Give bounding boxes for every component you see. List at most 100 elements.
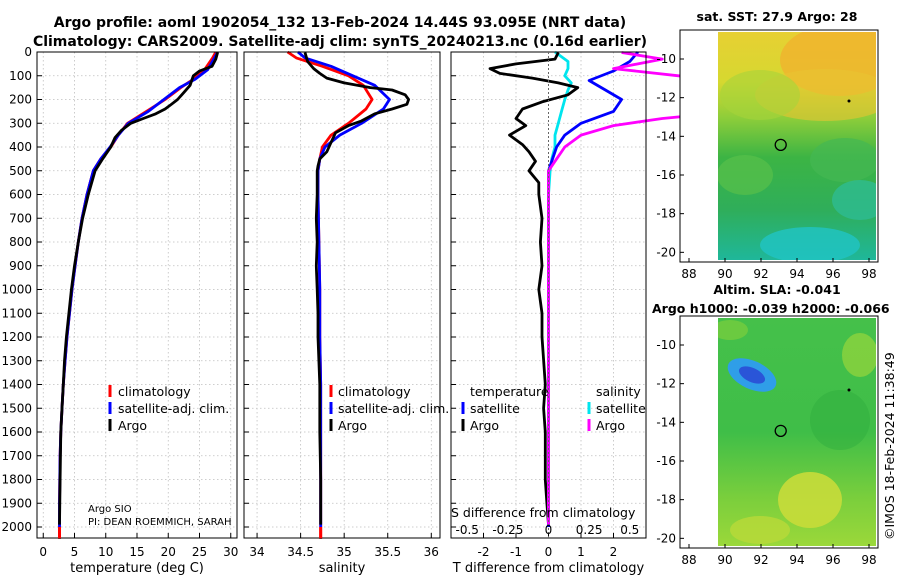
x-tick-label: 1 (577, 545, 585, 559)
sst-map-ticks: 88 90 92 94 96 98 -10 -12 -14 -16 -18 -20 (656, 52, 876, 281)
map-x-tick-label: 92 (753, 267, 768, 281)
depth-tick-label: 1000 (1, 283, 32, 297)
depth-tick-label: 500 (9, 164, 32, 178)
map-x-tick-label: 94 (789, 267, 804, 281)
legend-header-temperature: temperature (470, 384, 549, 399)
timestamp-stamp: ©IMOS 18-Feb-2024 11:38:49 (882, 352, 897, 540)
top-axis-label: S difference from climatology (451, 505, 636, 520)
series-line-argo (303, 52, 411, 525)
x-tick-label: 10 (98, 545, 113, 559)
x-tick-label: 34 (249, 545, 264, 559)
x-tick-label: 2 (610, 545, 618, 559)
title-line-2: Climatology: CARS2009. Satellite-adj cli… (33, 34, 647, 50)
depth-tick-label: 1700 (1, 449, 32, 463)
credit-line-2: PI: DEAN ROEMMICH, SARAH (88, 517, 232, 528)
depth-tick-label: 0 (24, 45, 32, 59)
depth-tick-label: 1100 (1, 306, 32, 320)
depth-tick-label: 1200 (1, 330, 32, 344)
legend-label-climatology: climatology (338, 384, 411, 399)
x-tick-label: 36 (424, 545, 439, 559)
title-line-1: Argo profile: aoml 1902054_132 13-Feb-20… (54, 15, 626, 31)
series-line-t-argo (488, 51, 580, 525)
map-x-tick-label: 94 (789, 553, 804, 567)
difference-legend: temperature satellite Argo salinity sate… (461, 384, 646, 433)
top-tick-label: -0.25 (492, 523, 523, 537)
plot-frame (243, 51, 441, 539)
sst-map-panel: sat. SST: 27.9 Argo: 28 88 90 92 94 96 98 -10 -… (656, 9, 879, 281)
x-tick-label: 5 (71, 545, 79, 559)
plot-frame (36, 51, 238, 539)
x-axis-label: temperature (deg C) (70, 561, 204, 576)
map-x-tick-label: 88 (681, 267, 696, 281)
map-x-tick-label: 98 (861, 267, 876, 281)
x-tick-label: 0 (39, 545, 47, 559)
map-x-tick-label: 96 (825, 267, 840, 281)
sla-map-title-2: Argo h1000: -0.039 h2000: -0.066 (652, 301, 890, 316)
sla-map-title-1: Altim. SLA: -0.041 (713, 282, 840, 297)
map-x-tick-label: 92 (753, 553, 768, 567)
top-tick-label: -0.5 (456, 523, 479, 537)
legend-label-t-satellite: satellite (470, 401, 520, 416)
legend-label-t-argo: Argo (470, 418, 499, 433)
depth-tick-label: 1600 (1, 425, 32, 439)
legend-label-satellite: satellite-adj. clim. (118, 401, 229, 416)
map-y-tick-label: -16 (656, 454, 676, 468)
x-axis-label: salinity (319, 561, 366, 576)
map-y-tick-label: -20 (656, 245, 676, 259)
temperature-legend: climatology satellite-adj. clim. Argo (108, 384, 229, 433)
series-line-satellite-adj-clim- (297, 50, 391, 527)
salinity-panel: 34 34.5 35 35.5 36 salinity (243, 50, 441, 576)
map-y-tick-label: -16 (656, 168, 676, 182)
depth-tick-label: 1400 (1, 378, 32, 392)
map-y-tick-label: -20 (656, 531, 676, 545)
depth-tick-label: 1300 (1, 354, 32, 368)
series-line-argo (58, 52, 219, 525)
x-tick-label: 35 (337, 545, 352, 559)
top-tick-label: 0.5 (620, 523, 639, 537)
depth-tick-label: 600 (9, 188, 32, 202)
sla-field (718, 318, 876, 546)
depth-tick-label: 1500 (1, 401, 32, 415)
legend-label-argo: Argo (118, 418, 147, 433)
sst-float-marker (774, 138, 787, 151)
map-y-tick-label: -18 (656, 493, 676, 507)
sla-dot-marker (847, 388, 851, 392)
salinity-legend: climatology satellite-adj. clim. Argo (329, 384, 449, 433)
x-tick-label: 20 (161, 545, 176, 559)
depth-tick-label: 300 (9, 116, 32, 130)
top-tick-label: 0.25 (576, 523, 603, 537)
legend-label-s-argo: Argo (596, 418, 625, 433)
depth-tick-label: 200 (9, 93, 32, 107)
sst-dot-marker (847, 99, 851, 103)
legend-label-satellite: satellite-adj. clim. (338, 401, 449, 416)
map-x-tick-label: 90 (717, 267, 732, 281)
x-tick-label: 0 (545, 545, 553, 559)
top-tick-label: 0 (545, 523, 553, 537)
depth-tick-label: 800 (9, 235, 32, 249)
credit-line-1: Argo SIO (88, 504, 132, 515)
depth-tick-label: 2000 (1, 520, 32, 534)
legend-label-s-satellite: satellite (596, 401, 646, 416)
depth-tick-label: 900 (9, 259, 32, 273)
depth-tick-label: 700 (9, 211, 32, 225)
sla-map-panel: Altim. SLA: -0.041 Argo h1000: -0.039 h2… (652, 282, 890, 567)
x-tick-label: 34.5 (287, 545, 314, 559)
x-tick-label: -1 (510, 545, 522, 559)
legend-label-climatology: climatology (118, 384, 191, 399)
depth-tick-label: 1900 (1, 496, 32, 510)
temperature-panel: 0 5 10 15 20 25 300100200300400500600700800900… (1, 45, 238, 576)
x-tick-label: 15 (129, 545, 144, 559)
map-y-tick-label: -14 (656, 129, 676, 143)
depth-tick-label: 400 (9, 140, 32, 154)
x-tick-label: 30 (223, 545, 238, 559)
map-x-tick-label: 96 (825, 553, 840, 567)
map-x-tick-label: 98 (861, 553, 876, 567)
map-y-tick-label: -12 (656, 91, 676, 105)
map-y-tick-label: -10 (656, 52, 676, 66)
series-line-climatology (58, 51, 218, 539)
x-axis-label: T difference from climatology (452, 561, 645, 576)
sst-map-border (679, 29, 879, 263)
legend-header-salinity: salinity (596, 384, 641, 399)
map-y-tick-label: -14 (656, 415, 676, 429)
